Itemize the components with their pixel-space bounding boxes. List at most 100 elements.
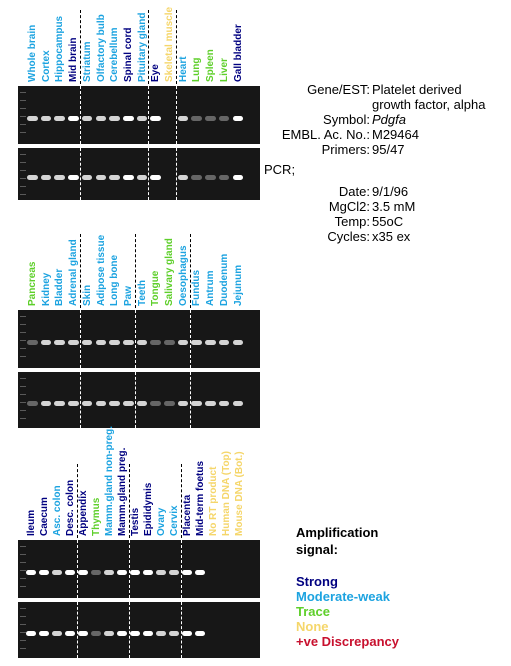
pcr-band [91,631,101,636]
lane-label: Thymus [91,497,102,536]
ladder-mark [20,178,26,179]
lane-label: Desc. colon [65,479,76,536]
pcr-band [26,631,36,636]
lane-label: Cerebellum [109,27,121,82]
gel-panel-tissues-3: Ileum Caecum Asc. colon Desc. colon Appendix… [18,426,260,660]
legend-title: Amplification signal: [296,525,379,557]
gel-image-bottom [18,602,260,658]
pcr-band [52,631,62,636]
pcr-band [232,401,244,406]
pcr-info-block: Gene/EST: Platelet derived growth factor,… [264,82,510,252]
lane-label: Ileum [26,509,37,536]
pcr-band [150,175,161,180]
pcr-band [68,401,79,406]
lane-label: Adipose tissue [95,234,107,306]
lane-separator [148,86,149,144]
lane-label: Asc. colon [52,485,63,536]
pcr-band [169,631,179,636]
ladder-mark [20,186,26,187]
pcr-band [150,340,161,345]
label-separator [80,234,81,308]
pcr-band [169,570,179,575]
gel-image-bottom [18,372,260,428]
ladder-mark [20,132,26,133]
ladder-mark [20,92,26,93]
lane-label: Antrum [205,270,217,306]
pcr-band [164,401,175,406]
lane-separator [148,148,149,200]
lane-label: Mamm.gland preg. [117,447,128,536]
lane-separator [80,86,81,144]
ladder-mark [20,402,26,403]
info-value: 9/1/96 [372,184,409,199]
pcr-band [182,570,192,575]
ladder-mark [20,316,26,317]
pcr-band [109,401,120,406]
lane-label: Lung [191,57,203,82]
pcr-band [136,340,148,345]
pcr-band [205,116,216,121]
info-key: Date: [338,184,370,199]
lane-label: Duodenum [218,253,230,306]
lane-label: Eye [150,64,162,82]
pcr-band [218,401,230,406]
pcr-band [232,175,244,180]
pcr-band [191,340,203,345]
pcr-band [95,340,107,345]
gel-image-top [18,310,260,368]
pcr-band [40,116,52,121]
pcr-band [54,175,66,180]
pcr-band [91,570,101,575]
ladder-mark [20,324,26,325]
lane-label: Kidney [40,272,52,306]
pcr-band [26,570,36,575]
pcr-band [136,116,148,121]
pcr-band [65,570,75,575]
pcr-band [95,116,107,121]
legend-item-none: None [296,619,329,634]
lane-label: Long bone [109,254,121,306]
info-key: PCR; [264,162,296,177]
info-value: M29464 [372,127,419,142]
pcr-band [143,570,153,575]
pcr-band [150,401,161,406]
lane-label: Spinal cord [122,27,134,82]
pcr-band [54,401,66,406]
lane-label: Spleen [205,49,217,82]
ladder-mark [20,586,26,587]
pcr-band [122,116,134,121]
lane-label: Human DNA (Top) [221,451,232,536]
pcr-band [27,401,38,406]
ladder-mark [20,356,26,357]
lane-label: Adrenal gland [68,239,80,306]
ladder-mark [20,624,26,625]
lane-label: Olfactory bulb [95,14,107,82]
label-separator [135,234,136,308]
pcr-band [156,570,166,575]
pcr-band [95,175,107,180]
pcr-band [54,116,66,121]
pcr-band [177,340,189,345]
pcr-band [130,570,140,575]
pcr-band [177,175,189,180]
pcr-band [117,570,127,575]
lane-label: No RT product [208,466,219,536]
lane-separator [77,540,78,598]
lane-label: Cervix [169,505,180,536]
lane-label: Caecum [39,497,50,536]
info-key: EMBL. Ac. No.: [281,127,370,142]
ladder-mark [20,562,26,563]
lane-separator [129,602,130,658]
pcr-band [78,631,88,636]
pcr-band [136,175,148,180]
ladder-mark [20,154,26,155]
amplification-legend: Amplification signal: Strong Moderate-wea… [296,524,506,659]
lane-label: Skin [81,284,93,306]
legend-item-trace: Trace [296,604,330,619]
ladder-mark [20,578,26,579]
lane-separator [129,540,130,598]
pcr-band [143,631,153,636]
pcr-band [81,116,93,121]
pcr-band [218,116,230,121]
info-value: 55oC [372,214,404,229]
